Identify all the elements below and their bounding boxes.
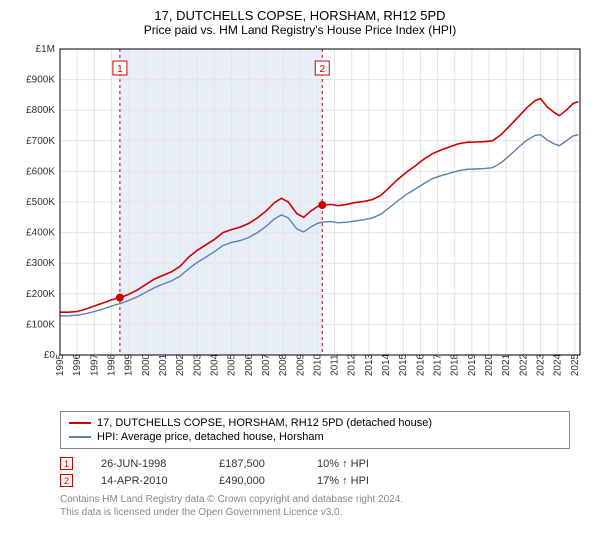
footnote-line: This data is licensed under the Open Gov…	[60, 506, 570, 519]
legend-row: 17, DUTCHELLS COPSE, HORSHAM, RH12 5PD (…	[69, 416, 561, 430]
sale-row: 2 14-APR-2010 £490,000 17% ↑ HPI	[60, 472, 570, 489]
sale-marker: 1	[60, 457, 73, 470]
sale-row: 1 26-JUN-1998 £187,500 10% ↑ HPI	[60, 455, 570, 472]
svg-text:£300K: £300K	[26, 258, 55, 269]
svg-text:2018: 2018	[450, 353, 461, 376]
svg-text:2001: 2001	[158, 353, 169, 376]
svg-text:2002: 2002	[175, 353, 186, 376]
svg-text:£500K: £500K	[26, 197, 55, 208]
svg-text:2004: 2004	[209, 353, 220, 376]
sales-table: 1 26-JUN-1998 £187,500 10% ↑ HPI 2 14-APR-201…	[60, 455, 570, 489]
svg-text:2017: 2017	[433, 353, 444, 376]
svg-text:£100K: £100K	[26, 319, 55, 330]
page-title: 17, DUTCHELLS COPSE, HORSHAM, RH12 5PD	[10, 8, 590, 23]
legend: 17, DUTCHELLS COPSE, HORSHAM, RH12 5PD (…	[60, 411, 570, 449]
legend-label: 17, DUTCHELLS COPSE, HORSHAM, RH12 5PD (…	[97, 417, 432, 429]
svg-text:1998: 1998	[106, 353, 117, 376]
legend-swatch	[69, 436, 91, 438]
svg-text:2022: 2022	[518, 353, 529, 376]
sale-date: 14-APR-2010	[101, 475, 191, 487]
svg-text:£600K: £600K	[26, 166, 55, 177]
svg-text:2024: 2024	[553, 353, 564, 376]
svg-text:2013: 2013	[364, 353, 375, 376]
sale-hpi: 17% ↑ HPI	[317, 475, 397, 487]
svg-text:2009: 2009	[295, 353, 306, 376]
svg-text:2: 2	[319, 64, 325, 75]
legend-label: HPI: Average price, detached house, Hors…	[97, 431, 324, 443]
price-chart: £0 £100K £200K £300K £400K £500K £600K £700K £80…	[10, 43, 590, 403]
chart-svg: £0 £100K £200K £300K £400K £500K £600K £700K £80…	[10, 43, 590, 403]
svg-text:1996: 1996	[72, 353, 83, 376]
svg-text:2015: 2015	[398, 353, 409, 376]
svg-text:2000: 2000	[141, 353, 152, 376]
svg-text:2012: 2012	[347, 353, 358, 376]
svg-text:£700K: £700K	[26, 136, 55, 147]
svg-text:1995: 1995	[55, 353, 66, 376]
svg-text:£400K: £400K	[26, 228, 55, 239]
sale-price: £187,500	[219, 458, 289, 470]
svg-text:2019: 2019	[467, 353, 478, 376]
page-subtitle: Price paid vs. HM Land Registry's House …	[10, 23, 590, 37]
svg-text:1: 1	[117, 64, 123, 75]
svg-text:£900K: £900K	[26, 75, 55, 86]
svg-text:1999: 1999	[124, 353, 135, 376]
svg-text:2021: 2021	[501, 353, 512, 376]
svg-text:£0: £0	[44, 350, 56, 361]
sale-price: £490,000	[219, 475, 289, 487]
svg-text:2025: 2025	[570, 353, 581, 376]
svg-text:2008: 2008	[278, 353, 289, 376]
footnote-line: Contains HM Land Registry data © Crown c…	[60, 493, 570, 506]
svg-text:2003: 2003	[192, 353, 203, 376]
sale-marker: 2	[60, 474, 73, 487]
svg-text:2011: 2011	[330, 354, 341, 376]
sale-date: 26-JUN-1998	[101, 458, 191, 470]
svg-text:2020: 2020	[484, 353, 495, 376]
svg-text:£1M: £1M	[36, 44, 55, 55]
footnote: Contains HM Land Registry data © Crown c…	[60, 493, 570, 519]
svg-text:£800K: £800K	[26, 105, 55, 116]
svg-text:2023: 2023	[536, 353, 547, 376]
legend-row: HPI: Average price, detached house, Hors…	[69, 430, 561, 444]
svg-text:£200K: £200K	[26, 289, 55, 300]
svg-text:2016: 2016	[415, 353, 426, 376]
svg-text:1997: 1997	[89, 353, 100, 376]
svg-text:2007: 2007	[261, 353, 272, 376]
svg-text:2006: 2006	[244, 353, 255, 376]
legend-swatch	[69, 422, 91, 424]
svg-text:2014: 2014	[381, 353, 392, 376]
svg-text:2010: 2010	[312, 353, 323, 376]
sale-hpi: 10% ↑ HPI	[317, 458, 397, 470]
svg-text:2005: 2005	[227, 353, 238, 376]
